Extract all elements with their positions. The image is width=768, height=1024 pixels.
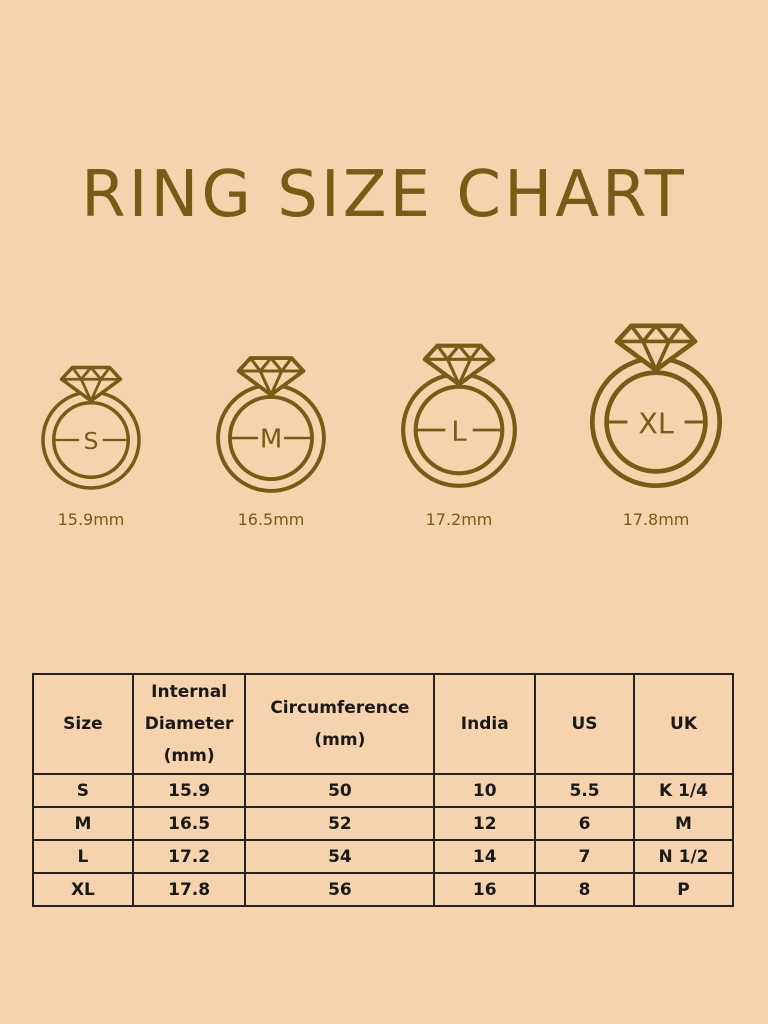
header-us: US	[534, 673, 636, 775]
table-cell: K 1/4	[633, 773, 734, 808]
table-row: S 15.9 50 10 5.5 K 1/4	[32, 773, 734, 808]
table-cell: 10	[433, 773, 537, 808]
header-circumference: Circumference (mm)	[244, 673, 436, 775]
page-title: RING SIZE CHART	[81, 158, 687, 232]
header-size: Size	[32, 673, 134, 775]
table-cell: 17.8	[131, 872, 247, 907]
ring-diameter-label: 16.5mm	[237, 510, 305, 529]
ring-size-label: XL	[638, 407, 674, 441]
table-cell: 12	[433, 806, 537, 841]
size-table: Size Internal Diameter (mm) Circumferenc…	[32, 673, 734, 907]
table-cell: 56	[244, 872, 436, 907]
table-cell: 52	[244, 806, 436, 841]
ring-diameter-label: 15.9mm	[57, 510, 125, 529]
table-cell: XL	[32, 872, 134, 907]
table-cell: 16	[433, 872, 537, 907]
table-cell: N 1/2	[633, 839, 734, 874]
diamond-icon	[59, 365, 123, 403]
diamond-icon	[614, 323, 698, 373]
table-cell: 8	[534, 872, 636, 907]
ring-diameter-label: 17.2mm	[425, 510, 493, 529]
header-internal-diameter: Internal Diameter (mm)	[131, 673, 247, 775]
ring-icon-m: M	[171, 338, 371, 542]
ring-icon-l: L	[359, 330, 559, 534]
diamond-icon	[236, 356, 306, 397]
table-cell: S	[32, 773, 134, 808]
table-row: L 17.2 54 14 7 N 1/2	[32, 839, 734, 874]
header-india: India	[433, 673, 537, 775]
table-cell: 14	[433, 839, 537, 874]
table-cell: 5.5	[534, 773, 636, 808]
ring-icon-xl: XL	[556, 322, 756, 526]
ring-inner-band	[413, 384, 505, 476]
ring-size-label: S	[84, 427, 99, 455]
table-header-row: Size Internal Diameter (mm) Circumferenc…	[32, 673, 734, 775]
table-row: XL 17.8 56 16 8 P	[32, 872, 734, 907]
table-cell: 17.2	[131, 839, 247, 874]
ring-size-label: M	[260, 425, 282, 455]
table-cell: 6	[534, 806, 636, 841]
ring-icon-s: S	[0, 340, 191, 544]
header-uk: UK	[633, 673, 734, 775]
table-cell: 7	[534, 839, 636, 874]
table-row: M 16.5 52 12 6 M	[32, 806, 734, 841]
table-cell: 54	[244, 839, 436, 874]
table-cell: 15.9	[131, 773, 247, 808]
table-cell: M	[633, 806, 734, 841]
ring-diameter-label: 17.8mm	[622, 510, 690, 529]
table-cell: 16.5	[131, 806, 247, 841]
ring-inner-band	[604, 370, 708, 474]
diamond-icon	[422, 343, 496, 387]
table-cell: L	[32, 839, 134, 874]
ring-inner-band	[228, 395, 314, 481]
table-cell: 50	[244, 773, 436, 808]
table-cell: P	[633, 872, 734, 907]
table-cell: M	[32, 806, 134, 841]
ring-size-label: L	[451, 416, 467, 447]
